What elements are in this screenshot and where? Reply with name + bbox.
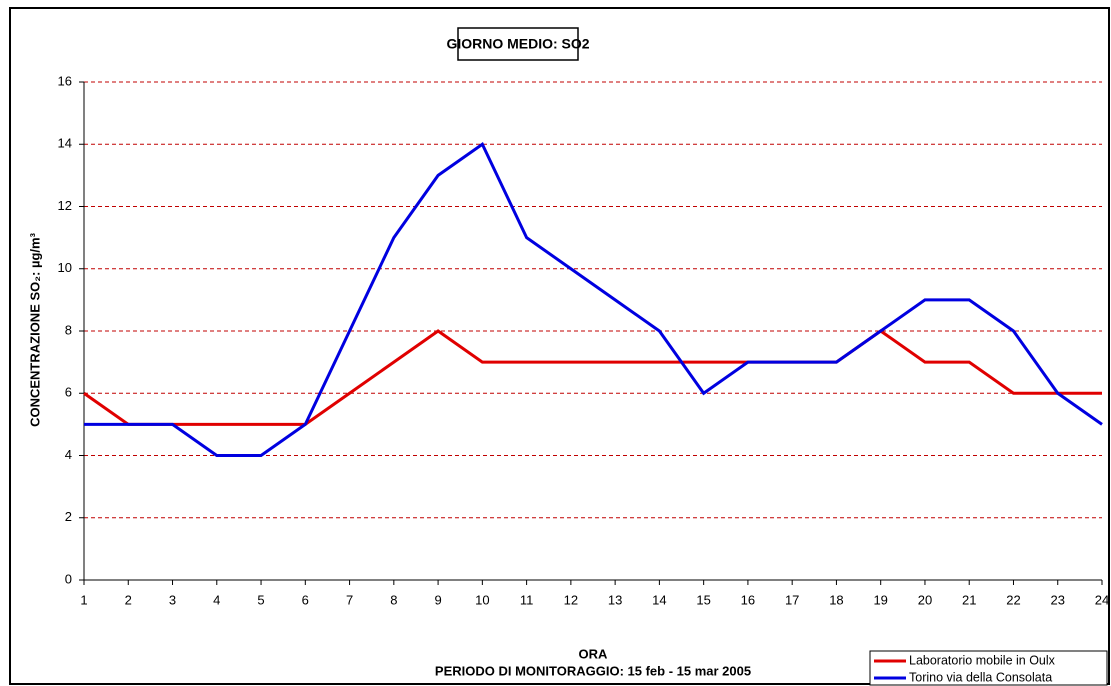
y-tick-label: 16 [58,73,72,88]
y-tick-label: 12 [58,198,72,213]
y-tick-label: 2 [65,509,72,524]
x-tick-label: 1 [80,592,87,607]
y-tick-label: 6 [65,385,72,400]
series-line [83,329,1102,426]
x-tick-label: 2 [125,592,132,607]
subtitle: PERIODO DI MONITORAGGIO: 15 feb - 15 mar… [435,663,751,678]
x-tick-label: 22 [1006,592,1020,607]
legend-label: Laboratorio mobile in Oulx [909,653,1056,667]
x-tick-label: 10 [475,592,489,607]
y-tick-label: 0 [65,571,72,586]
y-tick-label: 14 [58,136,72,151]
x-tick-label: 8 [390,592,397,607]
x-tick-label: 11 [520,592,534,607]
x-tick-label: 14 [652,592,666,607]
x-tick-label: 20 [918,592,932,607]
x-tick-label: 7 [346,592,353,607]
x-tick-label: 15 [696,592,710,607]
y-tick-label: 8 [65,322,72,337]
y-tick-label: 10 [58,260,72,275]
x-tick-label: 4 [213,592,220,607]
x-tick-label: 5 [257,592,264,607]
x-tick-label: 21 [962,592,976,607]
x-tick-label: 23 [1051,592,1065,607]
x-tick-label: 13 [608,592,622,607]
y-tick-label: 4 [65,447,72,462]
x-tick-label: 3 [169,592,176,607]
x-tick-label: 18 [829,592,843,607]
y-axis-label: CONCENTRAZIONE SO₂: µg/m³ [27,232,42,426]
x-tick-label: 16 [741,592,755,607]
x-tick-label: 19 [873,592,887,607]
legend-label: Torino via della Consolata [909,670,1052,684]
x-axis-label: ORA [579,646,609,661]
x-tick-label: 12 [564,592,578,607]
x-tick-label: 9 [434,592,441,607]
x-tick-label: 17 [785,592,799,607]
title-box [457,27,579,61]
x-tick-label: 24 [1095,592,1109,607]
chart-title: GIORNO MEDIO: SO2 [446,36,589,52]
chart-border [9,7,1110,685]
series-line [84,141,1103,457]
x-tick-label: 6 [302,592,309,607]
legend-box [869,650,1108,686]
